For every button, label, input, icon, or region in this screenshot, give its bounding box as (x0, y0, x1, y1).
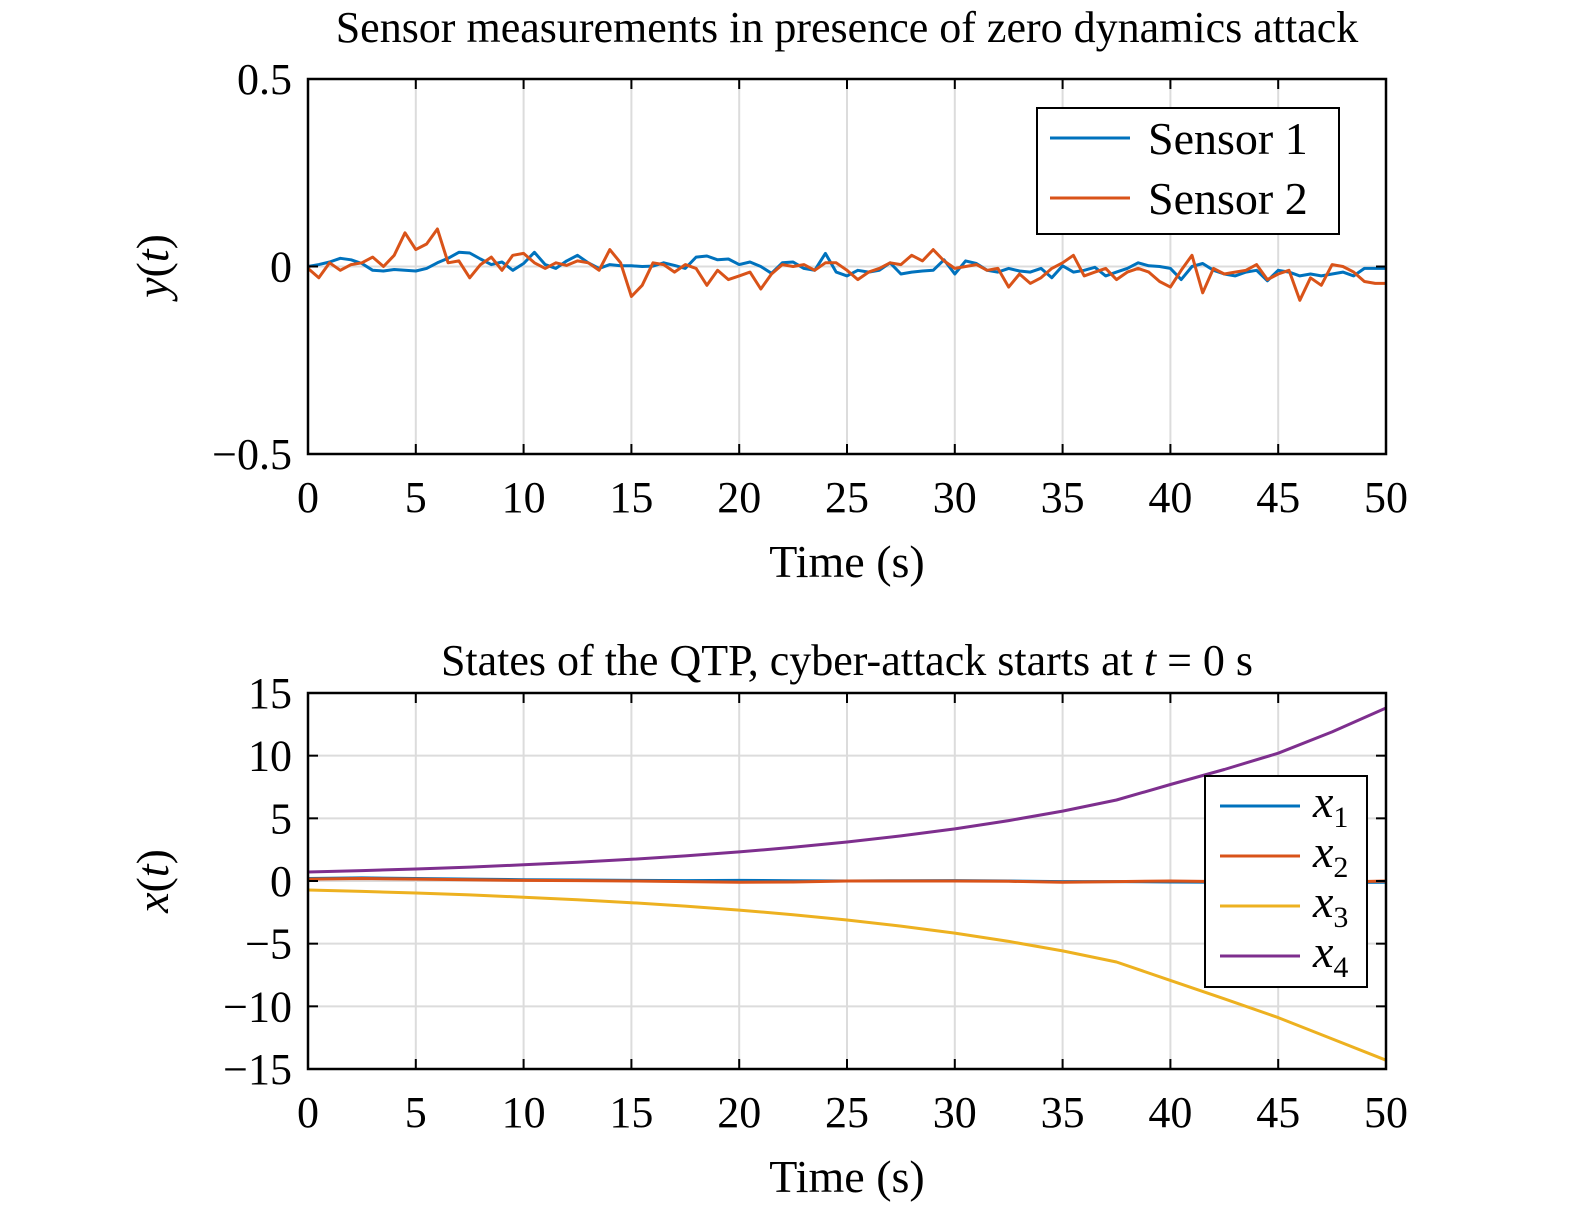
legend: x1 x2 x3 x4 (1204, 775, 1368, 988)
x-tick-label: 35 (1041, 473, 1085, 522)
x-tick-label: 30 (933, 473, 977, 522)
title-var: t (1144, 636, 1158, 685)
series-line-4 (307, 706, 1387, 874)
x-tick-label: 45 (1256, 1088, 1300, 1137)
y-axis-label-var: y (127, 277, 178, 302)
y-axis-label-arg: t (127, 863, 178, 877)
legend-entry: x1 (1220, 776, 1348, 834)
legend-label: Sensor 2 (1148, 173, 1308, 224)
x-tick-label: 35 (1041, 1088, 1085, 1137)
legend-box (1204, 775, 1368, 988)
y-tick-label: −0.5 (212, 430, 292, 479)
x-tick-label: 40 (1148, 1088, 1192, 1137)
legend: Sensor 1 Sensor 2 (1036, 107, 1340, 235)
x-tick-labels: 0 5 10 15 20 25 30 35 40 45 50 (297, 473, 1408, 522)
y-tick-label: 5 (270, 794, 292, 843)
series-line-3 (307, 888, 1387, 1062)
y-tick-labels: 0.5 0 −0.5 (212, 55, 292, 479)
x-tick-label: 10 (502, 473, 546, 522)
legend-label: Sensor 1 (1148, 113, 1308, 164)
legend-box (1036, 107, 1340, 235)
x-tick-label: 50 (1364, 1088, 1408, 1137)
x-axis-label: Time (s) (769, 536, 925, 587)
legend-label: x4 (1312, 926, 1348, 984)
x-tick-label: 45 (1256, 473, 1300, 522)
legend-entry: x3 (1220, 876, 1348, 934)
axis-tick-marks (307, 692, 1387, 1070)
series-lines (307, 227, 1386, 302)
y-tick-label: 0 (270, 243, 292, 292)
series-line-1 (307, 250, 1386, 283)
chart-title: States of the QTP, cyber-attack starts a… (441, 636, 1253, 685)
y-axis-label: x(t) (127, 849, 178, 914)
legend-label: x3 (1312, 876, 1348, 934)
x-tick-label: 5 (405, 1088, 427, 1137)
y-tick-label: −10 (223, 982, 292, 1031)
x-tick-label: 30 (933, 1088, 977, 1137)
x-tick-label: 0 (297, 473, 319, 522)
legend-entry: x2 (1220, 826, 1348, 884)
title-part: = 0 s (1156, 636, 1253, 685)
y-axis-label: y(t) (127, 234, 178, 302)
x-tick-label: 25 (825, 1088, 869, 1137)
x-tick-label: 10 (502, 1088, 546, 1137)
x-axis-label: Time (s) (769, 1151, 925, 1202)
x-tick-label: 5 (405, 473, 427, 522)
y-tick-label: 0 (270, 857, 292, 906)
axis-tick-marks (307, 78, 1387, 455)
y-axis-label-arg: t (127, 248, 178, 262)
y-tick-labels: 15 10 5 0 −5 −10 −15 (223, 669, 292, 1094)
x-tick-label: 15 (609, 1088, 653, 1137)
title-part: States of the QTP, cyber-attack starts a… (441, 636, 1144, 685)
chart-title: Sensor measurements in presence of zero … (336, 3, 1359, 52)
x-tick-label: 0 (297, 1088, 319, 1137)
legend-label: x1 (1312, 776, 1348, 834)
x-tick-label: 20 (717, 1088, 761, 1137)
x-tick-label: 20 (717, 473, 761, 522)
x-tick-label: 25 (825, 473, 869, 522)
y-tick-label: 0.5 (237, 55, 292, 104)
y-axis-label-var: x (127, 892, 178, 914)
states-chart: States of the QTP, cyber-attack starts a… (127, 636, 1408, 1202)
series-line-2 (307, 227, 1386, 302)
legend-entry: Sensor 1 (1050, 113, 1308, 164)
legend-entry: Sensor 2 (1050, 173, 1308, 224)
y-tick-label: −5 (245, 920, 292, 969)
y-tick-label: 10 (248, 732, 292, 781)
y-tick-label: −15 (223, 1045, 292, 1094)
x-tick-label: 40 (1148, 473, 1192, 522)
x-tick-label: 15 (609, 473, 653, 522)
legend-label: x2 (1312, 826, 1348, 884)
sensor-chart: Sensor measurements in presence of zero … (127, 3, 1408, 587)
legend-entry: x4 (1220, 926, 1348, 984)
x-tick-label: 50 (1364, 473, 1408, 522)
x-tick-labels: 0 5 10 15 20 25 30 35 40 45 50 (297, 1088, 1408, 1137)
y-tick-label: 15 (248, 669, 292, 718)
